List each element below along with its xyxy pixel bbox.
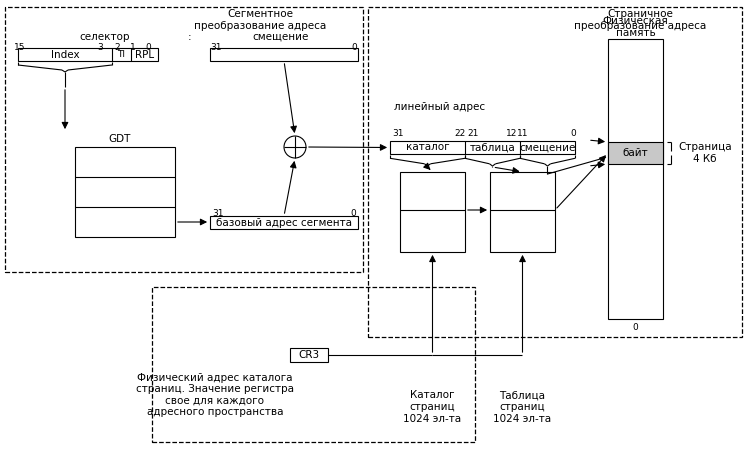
Text: Сегментное
преобразование адреса: Сегментное преобразование адреса bbox=[194, 9, 326, 31]
Bar bbox=[608, 39, 663, 319]
Bar bbox=[152, 287, 475, 442]
Text: линейный адрес: линейный адрес bbox=[394, 102, 485, 112]
Bar bbox=[210, 48, 358, 61]
Text: 0: 0 bbox=[633, 323, 638, 332]
Bar bbox=[290, 348, 328, 362]
Text: смещение: смещение bbox=[252, 32, 308, 42]
Text: RPL: RPL bbox=[135, 50, 154, 59]
Text: Страничное
преобразование адреса: Страничное преобразование адреса bbox=[574, 9, 706, 31]
Text: 3: 3 bbox=[97, 42, 103, 51]
Bar bbox=[18, 48, 158, 61]
Text: 12: 12 bbox=[506, 128, 518, 137]
Text: Каталог
страниц
1024 эл-та: Каталог страниц 1024 эл-та bbox=[403, 390, 462, 424]
Text: базовый адрес сегмента: базовый адрес сегмента bbox=[216, 218, 352, 227]
Text: смещение: смещение bbox=[519, 142, 576, 153]
Bar bbox=[608, 142, 663, 164]
Text: 22: 22 bbox=[454, 128, 465, 137]
Bar bbox=[210, 216, 358, 229]
Bar bbox=[390, 141, 575, 154]
Bar bbox=[400, 172, 465, 252]
Text: селектор: селектор bbox=[80, 32, 130, 42]
Text: Физическая
память: Физическая память bbox=[603, 16, 669, 38]
Text: GDT: GDT bbox=[108, 134, 131, 144]
Bar bbox=[490, 172, 555, 252]
Text: Страница
4 Кб: Страница 4 Кб bbox=[678, 142, 732, 164]
Bar bbox=[75, 147, 175, 237]
Text: 31: 31 bbox=[392, 128, 403, 137]
Text: 31: 31 bbox=[212, 208, 224, 218]
Text: каталог: каталог bbox=[405, 142, 450, 153]
Text: Физический адрес каталога
страниц. Значение регистра
свое для каждого
адресного : Физический адрес каталога страниц. Значе… bbox=[136, 373, 294, 417]
Text: TI: TI bbox=[117, 50, 126, 59]
Text: Таблица
страниц
1024 эл-та: Таблица страниц 1024 эл-та bbox=[494, 390, 551, 424]
Bar bbox=[368, 7, 742, 337]
Text: байт: байт bbox=[622, 148, 649, 158]
Text: 0: 0 bbox=[570, 128, 576, 137]
Text: Index: Index bbox=[51, 50, 79, 59]
Text: CR3: CR3 bbox=[298, 350, 319, 360]
Text: 0: 0 bbox=[145, 42, 151, 51]
Bar bbox=[5, 7, 363, 272]
Text: 21: 21 bbox=[468, 128, 479, 137]
Text: 0: 0 bbox=[350, 208, 356, 218]
Text: 11: 11 bbox=[518, 128, 529, 137]
Text: 0: 0 bbox=[352, 42, 357, 51]
Text: 15: 15 bbox=[14, 42, 25, 51]
Text: :: : bbox=[188, 32, 191, 42]
Text: 2: 2 bbox=[114, 42, 120, 51]
Text: 31: 31 bbox=[210, 42, 221, 51]
Text: таблица: таблица bbox=[470, 142, 515, 153]
Text: 1: 1 bbox=[130, 42, 136, 51]
